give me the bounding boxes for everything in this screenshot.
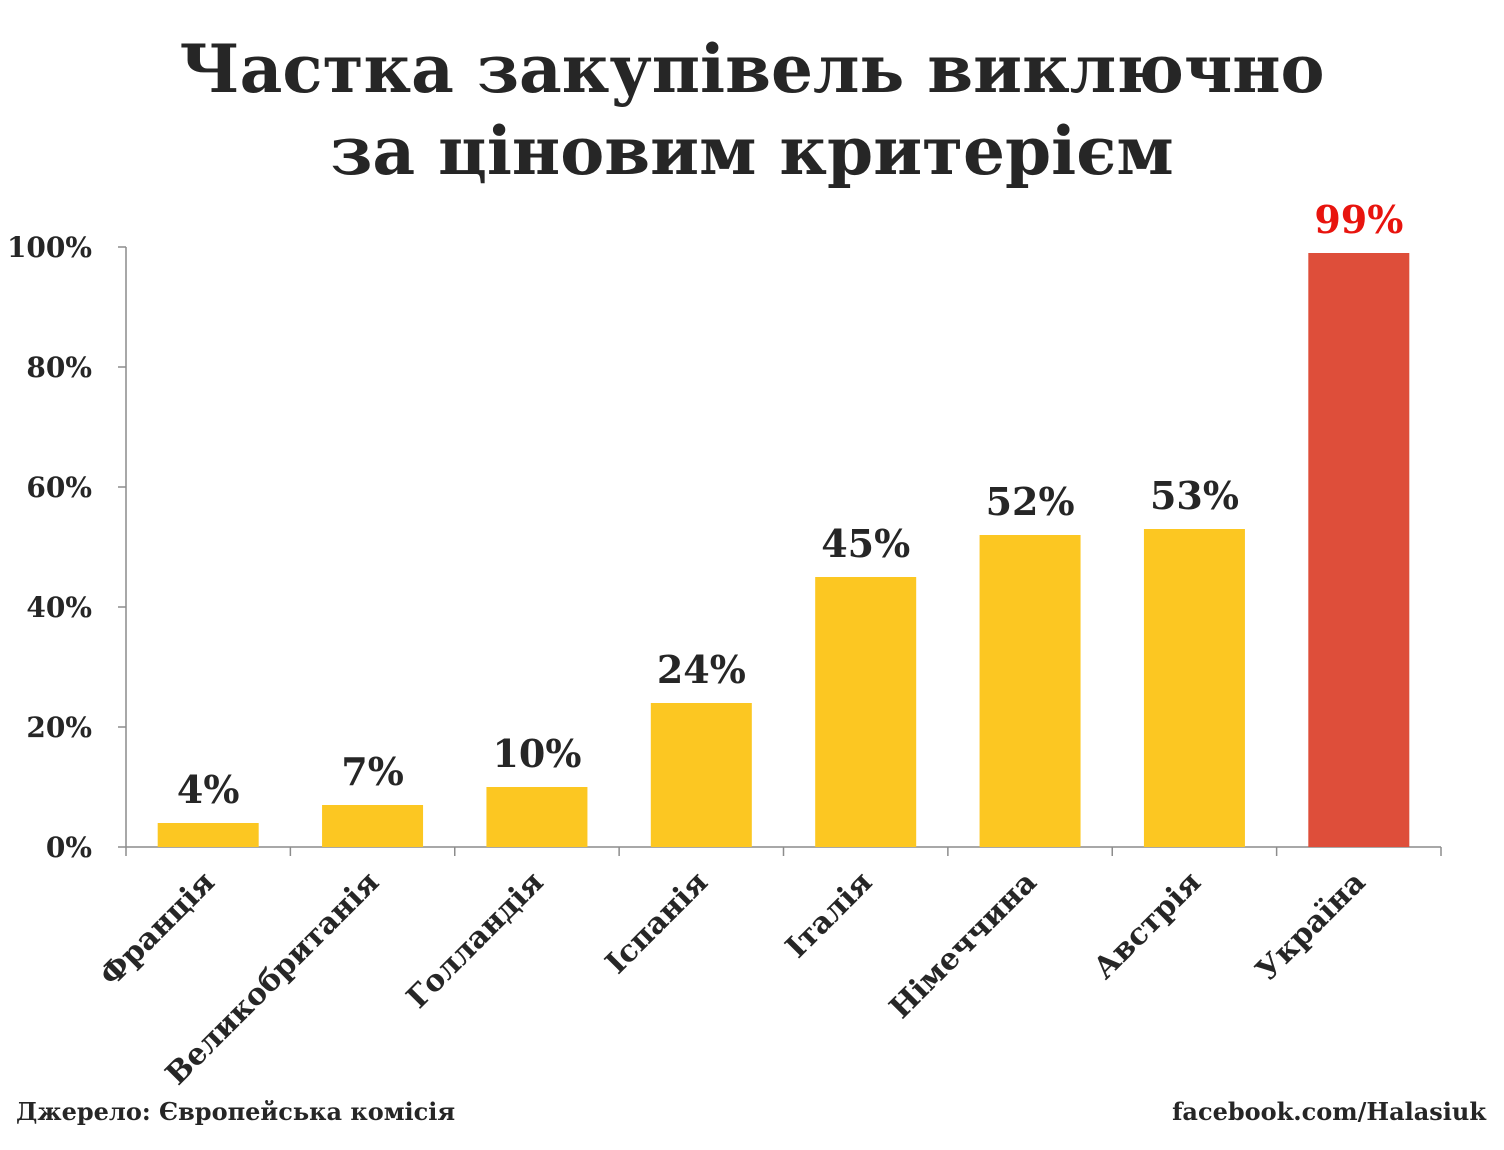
data-label: 99% bbox=[1314, 197, 1403, 242]
data-label: 52% bbox=[986, 479, 1075, 524]
bar bbox=[1308, 253, 1410, 847]
credit-link[interactable]: facebook.com/Halasiuk bbox=[1172, 1097, 1486, 1126]
category-label: Італія bbox=[779, 865, 879, 965]
bar bbox=[157, 823, 259, 847]
data-label: 10% bbox=[492, 731, 581, 776]
bar bbox=[650, 703, 752, 847]
y-tick-label: 40% bbox=[26, 591, 92, 624]
y-tick-label: 100% bbox=[7, 231, 92, 264]
category-label: Іспанія bbox=[599, 865, 715, 981]
data-label: 24% bbox=[657, 647, 746, 692]
data-label: 4% bbox=[177, 767, 240, 812]
y-tick-label: 80% bbox=[26, 351, 92, 384]
data-label: 53% bbox=[1150, 473, 1239, 518]
bar bbox=[486, 787, 588, 847]
bar bbox=[1143, 529, 1245, 847]
y-tick-label: 60% bbox=[26, 471, 92, 504]
chart-title: Частка закупівель виключно за ціновим кр… bbox=[0, 28, 1504, 192]
category-label: Австрія bbox=[1087, 865, 1208, 986]
category-label: Франція bbox=[93, 865, 221, 993]
title-line-2: за ціновим критерієм bbox=[330, 112, 1174, 190]
category-label: Німеччина bbox=[883, 865, 1044, 1026]
category-label: Голландія bbox=[400, 865, 551, 1016]
y-tick-label: 20% bbox=[26, 711, 92, 744]
bar bbox=[322, 805, 424, 847]
bar bbox=[815, 577, 917, 847]
data-label: 7% bbox=[341, 749, 404, 794]
data-label: 45% bbox=[821, 521, 910, 566]
bar bbox=[979, 535, 1081, 847]
y-tick-label: 0% bbox=[46, 831, 92, 864]
title-line-1: Частка закупівель виключно bbox=[179, 30, 1325, 108]
source-note: Джерело: Європейська комісія bbox=[16, 1097, 456, 1126]
category-label: Україна bbox=[1249, 865, 1372, 988]
